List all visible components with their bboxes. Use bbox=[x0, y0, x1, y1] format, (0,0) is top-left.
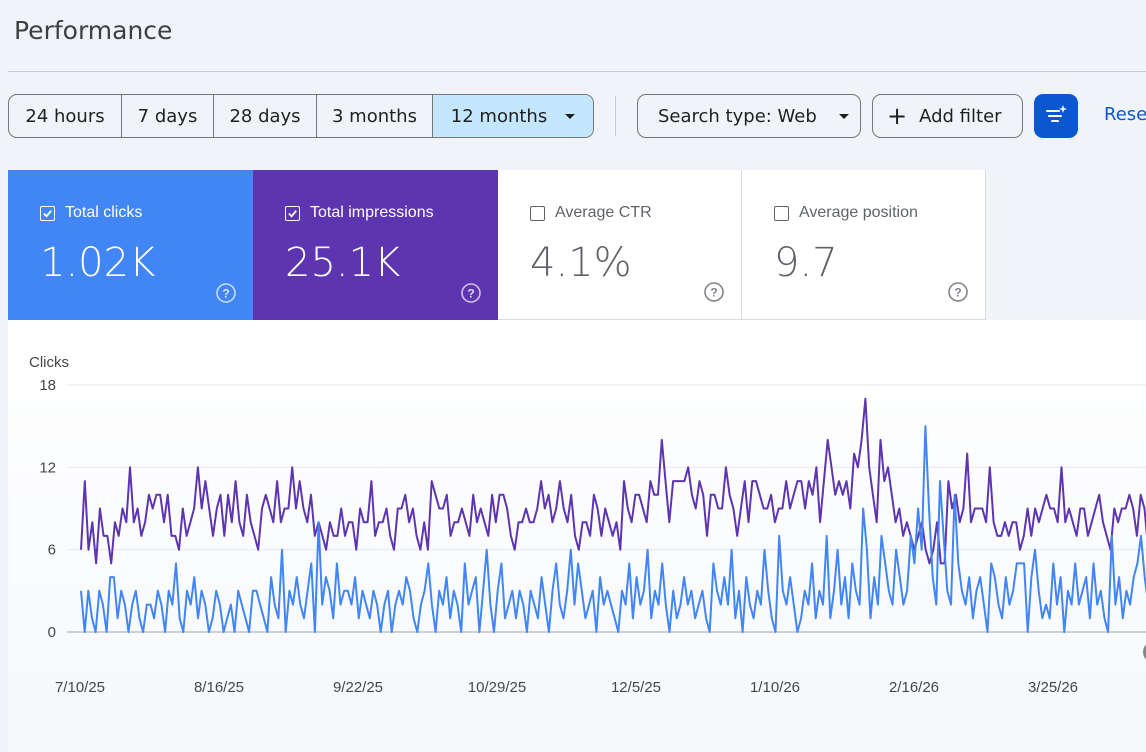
range-label: 12 months bbox=[450, 105, 548, 127]
range-label: 3 months bbox=[332, 105, 417, 127]
y-axis-title: Clicks bbox=[29, 354, 69, 371]
range-label: 24 hours bbox=[25, 105, 105, 127]
y-tick-label: 18 bbox=[39, 377, 56, 394]
filter-sparkle-icon bbox=[1046, 105, 1067, 122]
metric-card-total-impressions[interactable]: Total impressions 25.1K ? bbox=[253, 170, 498, 320]
page-title: Performance bbox=[14, 16, 173, 45]
caret-down-icon bbox=[838, 113, 849, 119]
metric-value: 4.1% bbox=[530, 240, 632, 286]
help-icon[interactable]: ? bbox=[215, 282, 237, 304]
metric-value: 1.02K bbox=[40, 240, 156, 286]
range-12-months-button[interactable]: 12 months bbox=[433, 95, 593, 137]
x-tick-label: 7/10/25 bbox=[55, 679, 105, 696]
metric-label: Total clicks bbox=[65, 204, 143, 221]
performance-chart: Clicks 0 6 12 18 7/10/25 8/16/25 9/22/25 10/29/2… bbox=[29, 354, 1146, 696]
series-line-total-impressions bbox=[80, 397, 1146, 565]
range-28-days-button[interactable]: 28 days bbox=[214, 95, 317, 137]
filter-settings-button[interactable] bbox=[1034, 94, 1078, 138]
checkbox-unchecked-icon[interactable] bbox=[530, 205, 545, 221]
search-type-label: Search type: Web bbox=[658, 105, 817, 127]
x-tick-label: 3/25/26 bbox=[1028, 679, 1078, 696]
checkbox-unchecked-icon[interactable] bbox=[774, 205, 789, 221]
caret-down-icon bbox=[565, 113, 576, 119]
chart-scroll-handle bbox=[1143, 644, 1146, 660]
y-tick-label: 12 bbox=[39, 459, 56, 476]
range-label: 28 days bbox=[229, 105, 301, 127]
search-type-dropdown[interactable]: Search type: Web bbox=[637, 94, 861, 138]
x-tick-label: 1/10/26 bbox=[750, 679, 800, 696]
metric-card-total-clicks[interactable]: Total clicks 1.02K ? bbox=[8, 170, 253, 320]
add-filter-label: Add filter bbox=[919, 105, 1002, 127]
metric-value: 25.1K bbox=[285, 240, 401, 286]
metric-card-average-position[interactable]: Average position 9.7 ? bbox=[742, 170, 986, 320]
help-icon[interactable]: ? bbox=[947, 281, 969, 303]
plus-icon: + bbox=[887, 102, 908, 130]
x-tick-label: 9/22/25 bbox=[333, 679, 383, 696]
y-tick-label: 0 bbox=[48, 624, 56, 641]
range-24-hours-button[interactable]: 24 hours bbox=[9, 95, 122, 137]
range-3-months-button[interactable]: 3 months bbox=[317, 95, 433, 137]
range-7-days-button[interactable]: 7 days bbox=[122, 95, 214, 137]
x-tick-label: 8/16/25 bbox=[194, 679, 244, 696]
y-tick-label: 6 bbox=[48, 542, 56, 559]
range-label: 7 days bbox=[137, 105, 198, 127]
metric-cards: Total clicks 1.02K ? Total impressions 2… bbox=[8, 170, 986, 320]
metric-label: Average CTR bbox=[555, 204, 652, 221]
svg-text:?: ? bbox=[710, 286, 717, 300]
x-tick-label: 10/29/25 bbox=[468, 679, 526, 696]
metric-label: Total impressions bbox=[310, 204, 434, 221]
help-icon[interactable]: ? bbox=[703, 281, 725, 303]
help-icon[interactable]: ? bbox=[460, 282, 482, 304]
performance-chart-panel: Clicks 0 6 12 18 7/10/25 8/16/25 9/22/25 10/29/2… bbox=[8, 320, 1146, 752]
metric-value: 9.7 bbox=[774, 240, 838, 286]
svg-text:?: ? bbox=[222, 287, 229, 301]
toolbar-separator bbox=[615, 96, 616, 136]
x-tick-label: 12/5/25 bbox=[611, 679, 661, 696]
checkbox-checked-icon[interactable] bbox=[285, 205, 300, 221]
svg-text:?: ? bbox=[467, 287, 474, 301]
add-filter-button[interactable]: + Add filter bbox=[872, 94, 1023, 138]
series-line-total-clicks bbox=[80, 425, 1146, 633]
x-tick-label: 2/16/26 bbox=[889, 679, 939, 696]
header-divider bbox=[8, 71, 1146, 72]
metric-card-average-ctr[interactable]: Average CTR 4.1% ? bbox=[498, 170, 742, 320]
date-range-selector: 24 hours 7 days 28 days 3 months 12 mont… bbox=[8, 94, 594, 138]
metric-label: Average position bbox=[799, 204, 918, 221]
svg-text:?: ? bbox=[954, 286, 961, 300]
reset-link[interactable]: Reset bbox=[1104, 104, 1146, 125]
checkbox-checked-icon[interactable] bbox=[40, 205, 55, 221]
